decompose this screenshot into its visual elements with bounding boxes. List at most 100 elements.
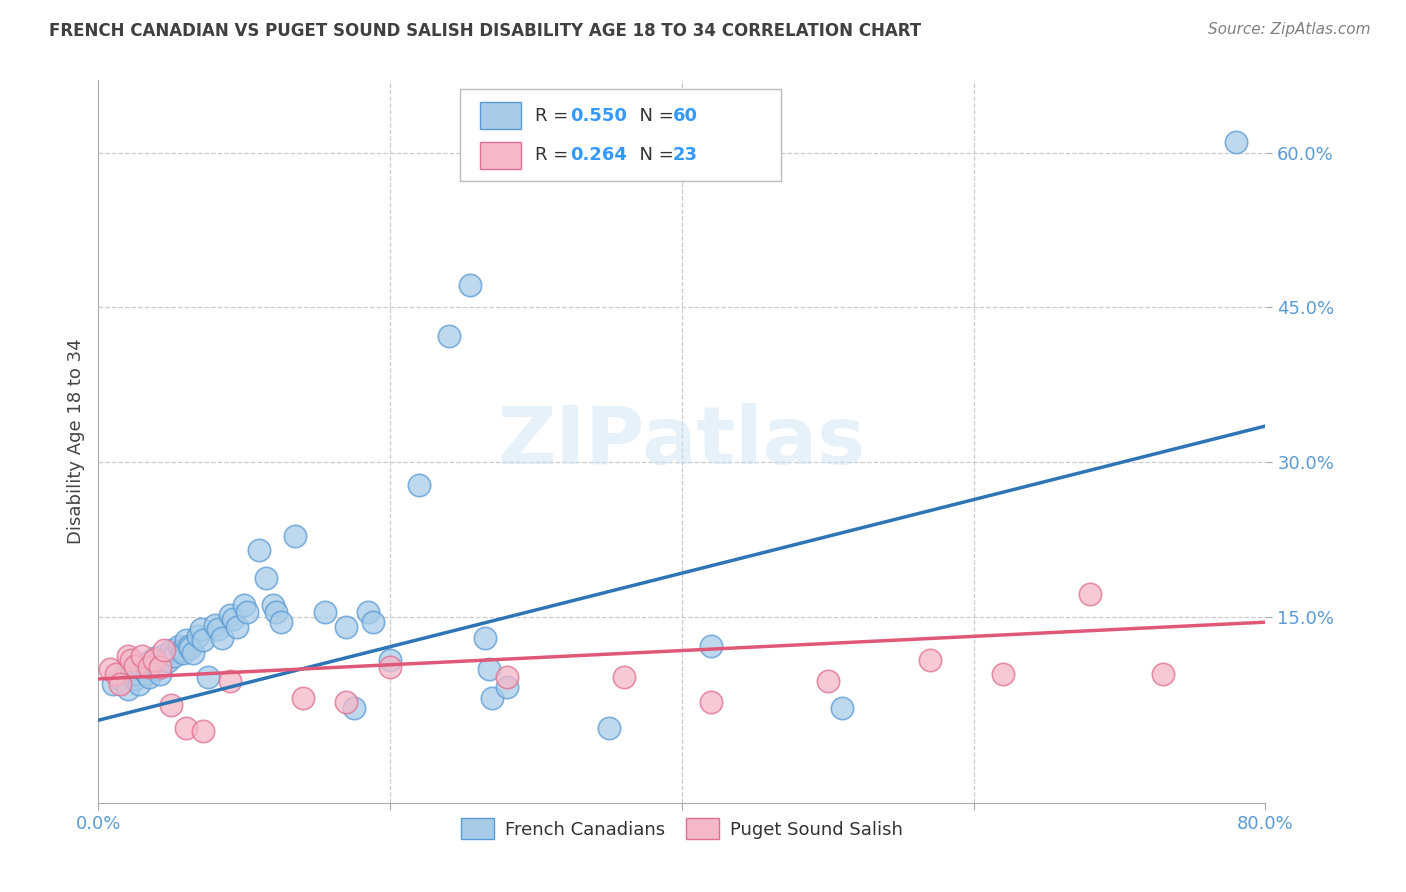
Point [233,598,256,612]
Point [918,653,941,667]
Point [156,651,179,665]
FancyBboxPatch shape [479,142,520,169]
Point [149,659,172,673]
Point [153,643,176,657]
Point [437,329,460,343]
Point [174,632,197,647]
Point [142,651,165,665]
Point [361,615,384,630]
Point [221,612,243,626]
Point [335,620,357,634]
Point [104,666,127,681]
Point [481,690,503,705]
Point [314,605,336,619]
Point [124,666,146,681]
Point [1225,135,1247,149]
Point [197,670,219,684]
Point [207,623,229,637]
Point [163,649,186,664]
Point [408,478,430,492]
Point [174,722,197,736]
Point [110,677,132,691]
Point [218,607,240,622]
Point [474,631,496,645]
Text: FRENCH CANADIAN VS PUGET SOUND SALISH DISABILITY AGE 18 TO 34 CORRELATION CHART: FRENCH CANADIAN VS PUGET SOUND SALISH DI… [49,22,921,40]
Point [131,662,153,676]
Point [146,662,169,676]
Point [460,277,482,292]
Point [120,653,142,667]
Point [343,701,366,715]
Point [218,673,240,688]
Point [157,654,180,668]
Point [193,632,215,647]
Point [247,542,270,557]
Point [101,677,124,691]
Text: N =: N = [628,146,679,164]
Point [98,662,121,676]
Point [138,659,160,673]
Legend: French Canadians, Puget Sound Salish: French Canadians, Puget Sound Salish [453,809,911,848]
Point [179,640,201,655]
Point [831,701,853,715]
Point [128,677,150,691]
Point [177,639,200,653]
Point [612,670,634,684]
Y-axis label: Disability Age 18 to 34: Disability Age 18 to 34 [66,339,84,544]
Point [335,695,357,709]
Point [380,653,402,667]
Point [149,666,172,681]
Point [478,662,501,676]
Text: 0.264: 0.264 [569,146,627,164]
Point [114,666,136,681]
Point [117,682,139,697]
Point [153,648,176,663]
Point [110,672,132,686]
Point [138,670,160,684]
Point [211,631,233,645]
Text: 23: 23 [672,146,697,164]
Point [817,673,839,688]
Point [124,658,146,673]
Point [254,571,277,585]
Point [700,639,723,653]
Point [496,670,519,684]
Point [142,653,165,667]
Point [991,666,1014,681]
Point [187,629,209,643]
Point [172,646,194,660]
Point [117,649,139,664]
Text: R =: R = [534,107,574,125]
Point [167,639,190,653]
Point [700,695,723,709]
Point [270,615,292,630]
Text: ZIPatlas: ZIPatlas [498,402,866,481]
Point [1080,587,1102,601]
Point [160,643,183,657]
Point [1152,666,1174,681]
Point [193,723,215,738]
Point [170,643,193,657]
Point [357,605,380,619]
Point [291,690,314,705]
Text: 0.550: 0.550 [569,107,627,125]
Point [262,598,284,612]
Point [226,620,249,634]
FancyBboxPatch shape [479,102,520,129]
Point [284,529,307,543]
Text: Source: ZipAtlas.com: Source: ZipAtlas.com [1208,22,1371,37]
Point [181,646,204,660]
Point [146,657,169,671]
Point [120,662,142,676]
Point [380,659,402,673]
Point [236,605,259,619]
Point [190,623,212,637]
Point [266,605,288,619]
Point [496,680,519,694]
Point [134,657,156,671]
Point [160,698,183,712]
Text: 60: 60 [672,107,697,125]
Point [598,722,620,736]
Point [131,649,153,664]
FancyBboxPatch shape [460,89,782,181]
